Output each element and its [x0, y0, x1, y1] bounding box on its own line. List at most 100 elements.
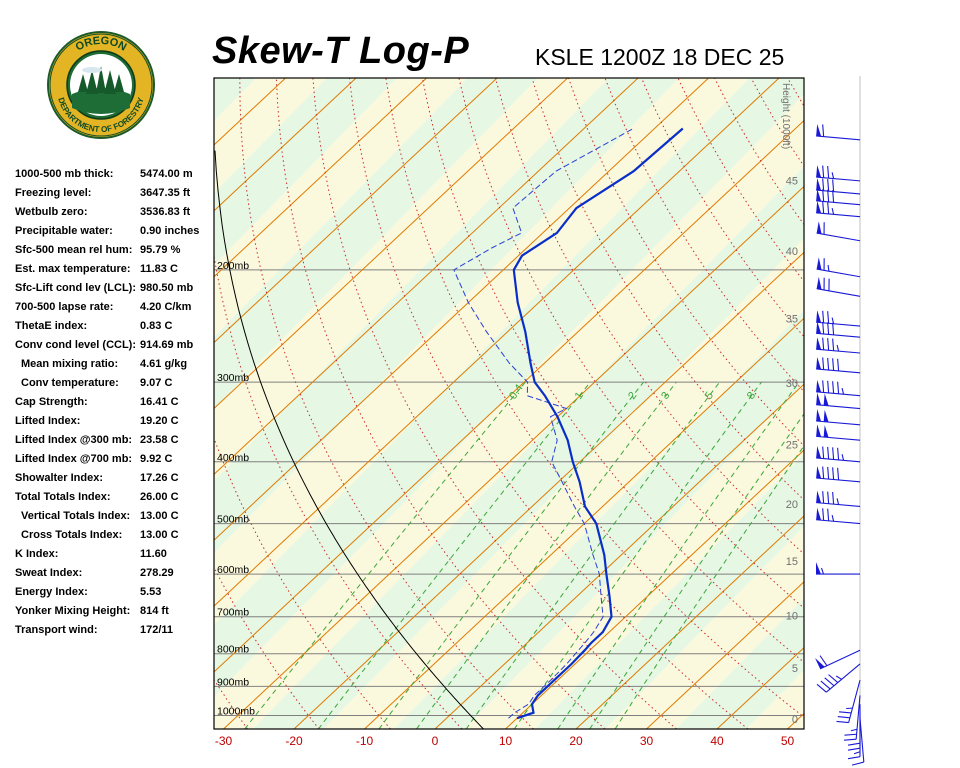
dry-adiabat	[348, 78, 749, 729]
wind-barb-feather	[827, 264, 830, 272]
stat-value: 95.79 %	[140, 244, 181, 256]
stat-value: 4.20 C/km	[140, 301, 192, 313]
wind-barb-pennant	[816, 123, 822, 137]
wind-barb-feather	[822, 124, 825, 137]
stat-value: 4.61 g/kg	[140, 358, 188, 370]
stat-label: Lifted Index:	[15, 415, 81, 427]
stat-value: 5474.00 m	[140, 168, 193, 180]
isotherm-band	[605, 526, 804, 729]
wind-barb-feather	[827, 508, 830, 521]
height-axis-label: Height (1000ft)	[780, 83, 791, 149]
wind-barb	[816, 221, 861, 242]
isotherm-line	[214, 78, 639, 476]
stat-value: 17.26 C	[140, 472, 179, 484]
x-tick-label: 50	[781, 734, 795, 748]
isobar-label: 200mb	[217, 260, 249, 272]
height-tick-label: 20	[786, 499, 798, 511]
stat-label: Yonker Mixing Height:	[15, 605, 131, 617]
wind-barb-feather	[827, 338, 830, 351]
stat-value: 172/11	[140, 624, 174, 636]
wind-barb-feather	[831, 172, 835, 179]
stat-label: Mean mixing ratio:	[21, 358, 119, 370]
wind-barb	[816, 257, 861, 278]
dry-adiabat	[861, 78, 960, 729]
x-tick-label: -30	[215, 734, 233, 748]
isotherm-band	[393, 310, 804, 729]
svg-text:OREGON: OREGON	[74, 35, 129, 54]
stat-value: 0.83 C	[140, 320, 173, 332]
wind-barb	[847, 704, 861, 751]
dry-adiabat	[312, 78, 677, 729]
wind-barb-feather	[832, 381, 835, 394]
mixing-ratio-label: 3	[659, 390, 672, 402]
wind-barb	[816, 466, 861, 483]
height-tick-label: 35	[786, 314, 798, 326]
wind-barb-feather	[831, 317, 835, 324]
stat-value: 9.07 C	[140, 377, 173, 389]
wind-barb	[843, 695, 861, 741]
wind-barb-feather	[847, 742, 861, 746]
x-tick-label: -20	[285, 734, 303, 748]
wind-barb-feather	[837, 467, 840, 481]
wind-barb-staff	[825, 663, 861, 693]
mixing-ratio-line	[557, 381, 800, 729]
stat-value: 11.60	[140, 548, 167, 560]
wind-barb-feather	[837, 358, 840, 371]
isotherm-line	[214, 78, 709, 541]
wind-barb	[816, 188, 861, 206]
stat-label: Total Totals Index:	[15, 491, 111, 503]
wind-barb-feather	[827, 380, 830, 393]
wind-barb	[816, 178, 861, 195]
wind-barb-staff	[816, 268, 861, 278]
x-tick-label: 30	[640, 734, 654, 748]
stat-value: 19.20 C	[140, 415, 179, 427]
stat-label: Conv temperature:	[21, 377, 119, 389]
isotherm-band	[788, 48, 960, 759]
wind-barb-pennant	[823, 409, 829, 423]
stat-value: 11.83 C	[140, 263, 178, 275]
wind-barb-staff	[859, 718, 865, 763]
wind-barb-feather	[853, 751, 861, 755]
wind-barb-pennant	[816, 257, 822, 270]
wind-barb-staff	[816, 332, 861, 338]
wind-barb-feather	[822, 357, 825, 370]
wind-barb	[816, 379, 861, 397]
wind-barb	[816, 562, 860, 575]
stat-label: Sweat Index:	[15, 567, 83, 579]
wind-barb	[816, 507, 861, 525]
wind-barb-feather	[822, 165, 825, 178]
wind-barb-feather	[822, 178, 825, 191]
mixing-ratio-label: 1	[573, 390, 586, 402]
x-tick-label: 10	[499, 734, 513, 748]
x-tick-label: -10	[356, 734, 374, 748]
plot-area	[214, 48, 960, 759]
height-tick-label: 0	[792, 714, 798, 726]
wind-barb-feather	[827, 491, 830, 504]
wind-barb-feather	[816, 683, 827, 693]
stat-label: Showalter Index:	[15, 472, 104, 484]
height-tick-label: 40	[786, 246, 798, 258]
isotherm-line	[787, 712, 804, 729]
stat-label: Precipitable water:	[15, 225, 113, 237]
dewpoint-profile	[453, 128, 634, 719]
isotherm-line	[214, 119, 804, 673]
wind-barb-feather	[828, 674, 839, 683]
height-tick-label: 45	[786, 176, 798, 188]
stat-label: Conv cond level (CCL):	[15, 339, 137, 351]
stat-value: 914.69 mb	[140, 339, 194, 351]
wind-barb	[816, 663, 861, 693]
parcel-reference-line	[214, 150, 484, 729]
wind-barb-pennant	[816, 446, 822, 459]
wind-barb-feather	[822, 337, 825, 350]
wind-barb-feather	[822, 321, 825, 335]
stat-value: 980.50 mb	[140, 282, 194, 294]
wind-barb-feather	[832, 447, 835, 460]
mixing-ratio-label: 5	[703, 390, 716, 402]
mixing-ratio-line	[614, 444, 804, 729]
stat-value: 13.00 C	[140, 510, 179, 522]
isotherm-line	[214, 78, 780, 607]
dry-adiabat	[934, 78, 960, 729]
stat-label: Freezing level:	[15, 187, 92, 199]
wind-barb-group	[815, 123, 865, 766]
wind-barb-feather	[822, 446, 825, 459]
